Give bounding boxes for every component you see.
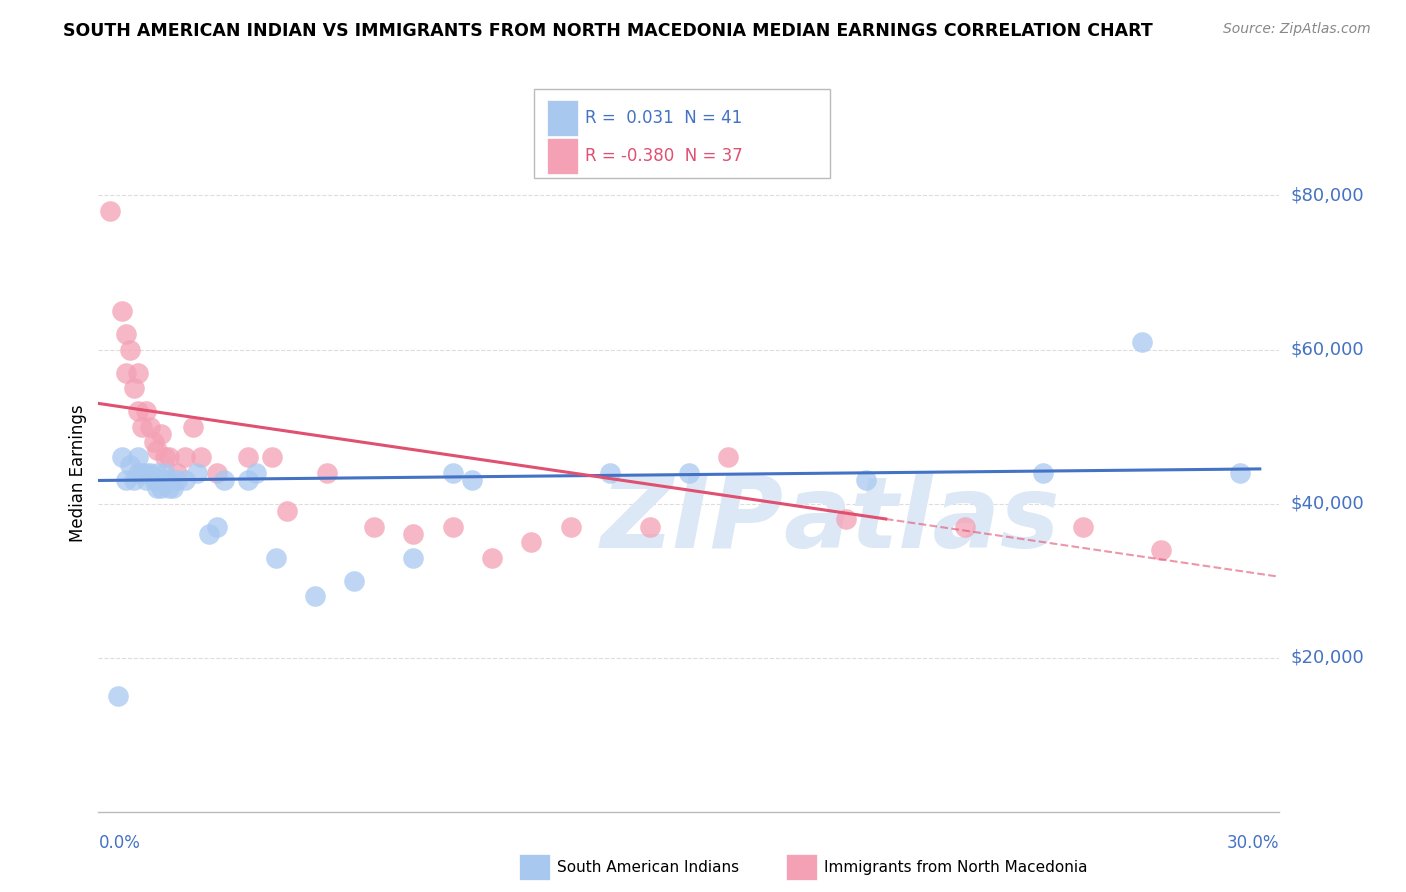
Point — [118, 458, 141, 472]
Point — [1150, 542, 1173, 557]
Text: 30.0%: 30.0% — [1227, 834, 1279, 852]
Point — [150, 474, 173, 488]
Point — [205, 519, 228, 533]
Point — [304, 589, 326, 603]
Point — [174, 474, 197, 488]
Point — [115, 327, 138, 342]
Text: $80,000: $80,000 — [1291, 186, 1364, 204]
Point — [127, 450, 149, 465]
Text: South American Indians: South American Indians — [557, 860, 740, 874]
Point — [150, 481, 173, 495]
Point — [245, 466, 267, 480]
Point — [135, 466, 157, 480]
Point — [953, 519, 976, 533]
Point — [135, 474, 157, 488]
Point — [115, 474, 138, 488]
Point — [205, 466, 228, 480]
Point — [166, 474, 188, 488]
Point — [190, 450, 212, 465]
Point — [1130, 334, 1153, 349]
Text: Source: ZipAtlas.com: Source: ZipAtlas.com — [1223, 22, 1371, 37]
Y-axis label: Median Earnings: Median Earnings — [69, 404, 87, 541]
Point — [236, 450, 259, 465]
Text: SOUTH AMERICAN INDIAN VS IMMIGRANTS FROM NORTH MACEDONIA MEDIAN EARNINGS CORRELA: SOUTH AMERICAN INDIAN VS IMMIGRANTS FROM… — [63, 22, 1153, 40]
Point — [638, 519, 661, 533]
Text: R =  0.031  N = 41: R = 0.031 N = 41 — [585, 109, 742, 127]
Point — [197, 527, 219, 541]
Point — [717, 450, 740, 465]
Point — [181, 419, 204, 434]
Point — [461, 474, 484, 488]
Point — [855, 474, 877, 488]
Point — [402, 550, 425, 565]
Point — [122, 474, 145, 488]
Point — [1229, 466, 1251, 480]
Point — [98, 203, 121, 218]
Point — [107, 689, 129, 703]
Point — [276, 504, 298, 518]
Point — [1071, 519, 1094, 533]
Point — [138, 419, 160, 434]
Point — [363, 519, 385, 533]
Point — [122, 381, 145, 395]
Point — [157, 474, 180, 488]
Point — [343, 574, 366, 588]
Point — [260, 450, 283, 465]
Point — [146, 481, 169, 495]
Point — [142, 474, 165, 488]
Point — [264, 550, 287, 565]
Point — [1032, 466, 1054, 480]
Text: atlas: atlas — [783, 472, 1060, 569]
Point — [115, 366, 138, 380]
Point — [146, 466, 169, 480]
Text: $60,000: $60,000 — [1291, 341, 1364, 359]
Point — [127, 404, 149, 418]
Text: Immigrants from North Macedonia: Immigrants from North Macedonia — [824, 860, 1087, 874]
Point — [214, 474, 236, 488]
Point — [111, 450, 134, 465]
Point — [118, 343, 141, 357]
Text: $40,000: $40,000 — [1291, 494, 1364, 513]
Point — [174, 450, 197, 465]
Point — [166, 466, 188, 480]
Point — [599, 466, 621, 480]
Point — [131, 466, 153, 480]
Point — [155, 450, 177, 465]
Point — [131, 419, 153, 434]
Point — [441, 466, 464, 480]
Point — [127, 366, 149, 380]
Point — [481, 550, 503, 565]
Text: R = -0.380  N = 37: R = -0.380 N = 37 — [585, 147, 742, 165]
Point — [678, 466, 700, 480]
Point — [150, 427, 173, 442]
Point — [835, 512, 858, 526]
Point — [236, 474, 259, 488]
Point — [157, 481, 180, 495]
Point — [157, 450, 180, 465]
Point — [146, 442, 169, 457]
Point — [520, 535, 543, 549]
Point — [135, 404, 157, 418]
Point — [155, 466, 177, 480]
Point — [127, 466, 149, 480]
Point — [402, 527, 425, 541]
Point — [138, 466, 160, 480]
Point — [162, 481, 184, 495]
Text: $20,000: $20,000 — [1291, 648, 1364, 666]
Point — [186, 466, 208, 480]
Point — [315, 466, 337, 480]
Point — [142, 434, 165, 449]
Text: 0.0%: 0.0% — [98, 834, 141, 852]
Point — [441, 519, 464, 533]
Point — [111, 304, 134, 318]
Text: ZIP: ZIP — [600, 472, 783, 569]
Point — [560, 519, 582, 533]
Point — [155, 474, 177, 488]
